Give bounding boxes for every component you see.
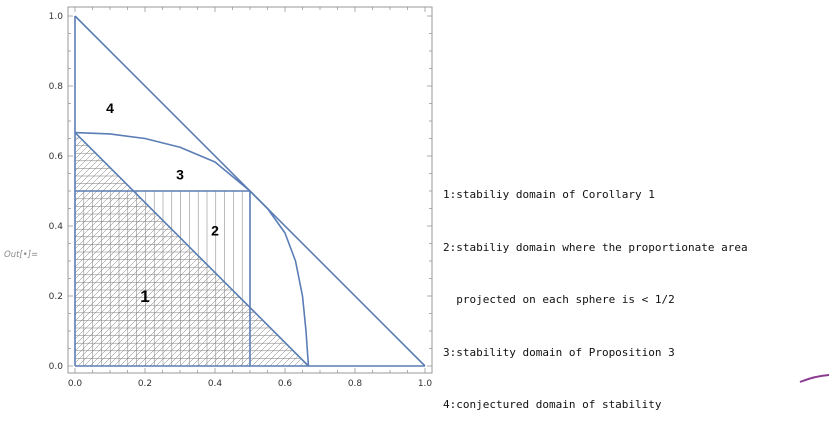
diagonal-hatch-line [167,132,309,366]
legend-entry-3: 3:stability domain of Proposition 3 [443,345,675,359]
legend-entry-4: 4:conjectured domain of stability [443,398,662,411]
legend-entry-2-continued: projected on each sphere is < 1/2 [443,293,675,306]
diagonal-hatch-line [75,132,281,366]
stability-plot: 0.0 0.2 0.4 0.6 0.8 1.0 0.0 0.2 0.4 0.6 0.8 1.0 1 2 3… [49,6,433,389]
y-tick-label: 0.6 [49,152,64,162]
diagonal-hatch-line [137,132,309,366]
series-line-1 [74,131,310,367]
region-label-1: 1 [140,287,149,306]
diagonal-hatch-line [75,132,293,366]
y-tick-label: 0.8 [49,82,64,92]
y-tick-label: 0.2 [49,292,63,302]
region-label-4: 4 [106,100,114,116]
region-label-3: 3 [176,167,184,183]
diagonal-hatch-line [143,132,309,366]
diagonal-hatch-line [75,132,299,366]
series-layer [74,15,426,367]
diagonal-hatch-line [125,132,309,366]
y-tick-label: 0.0 [49,362,64,372]
output-cell-label: Out[•]= [4,250,39,260]
tick-layer: 0.0 0.2 0.4 0.6 0.8 1.0 0.0 0.2 0.4 0.6 0.8 1.0 [49,7,433,389]
x-tick-label: 0.6 [278,379,293,389]
diagonal-hatch-line [131,132,309,366]
x-tick-label: 0.0 [68,379,83,389]
x-tick-label: 0.4 [208,379,223,389]
diagonal-hatch-line [149,132,309,366]
diagonal-hatch-line [155,132,309,366]
region-label-layer: 1 2 3 4 [106,100,219,306]
x-tick-label: 1.0 [418,379,433,389]
legend-entry-1: 1:stabiliy domain of Corollary 1 [443,188,655,201]
diagonal-hatch-line [75,132,305,366]
region-label-2: 2 [211,223,219,239]
legend-entry-2: 2:stabiliy domain where the proportionat… [443,240,748,254]
y-tick-label: 1.0 [49,12,64,22]
y-tick-label: 0.4 [49,222,64,232]
x-tick-label: 0.2 [138,379,152,389]
series-line-6 [74,131,310,367]
x-tick-label: 0.8 [348,379,363,389]
diagonal-hatch-line [161,132,309,366]
diagonal-hatch-line [119,132,309,366]
vertical-hatch [75,191,243,366]
diagonal-hatch-line [75,132,287,366]
corner-swoosh-icon [799,374,829,383]
